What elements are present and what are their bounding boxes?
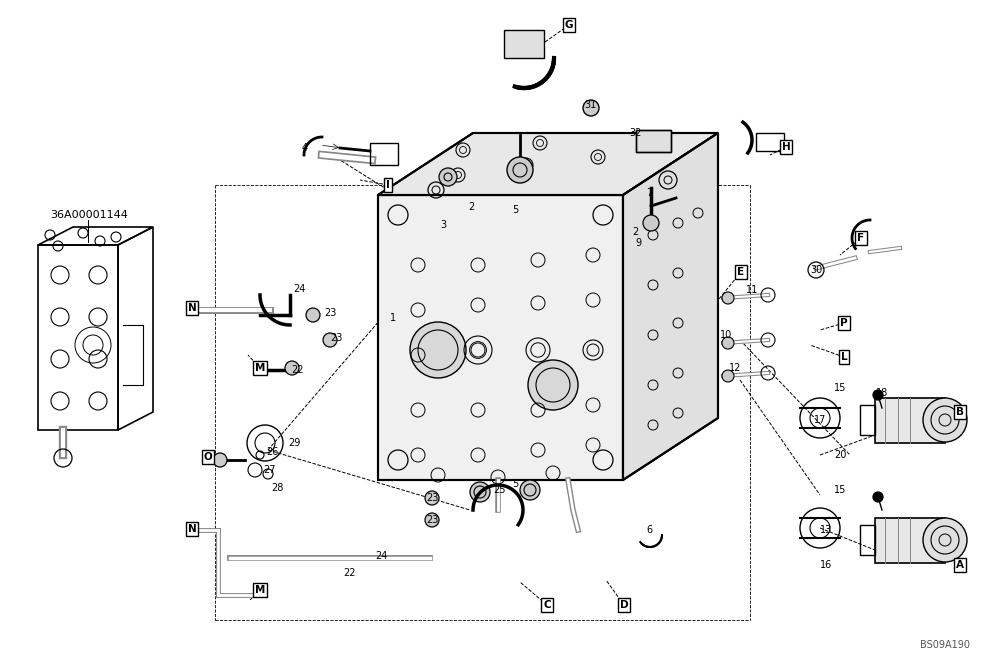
Text: 15: 15 — [834, 383, 846, 393]
Text: 5: 5 — [512, 205, 518, 215]
Text: 23: 23 — [324, 308, 336, 318]
Circle shape — [722, 337, 734, 349]
Circle shape — [923, 518, 967, 562]
Text: 16: 16 — [820, 560, 832, 570]
Bar — [756, 133, 784, 151]
Polygon shape — [623, 133, 718, 480]
Text: 23: 23 — [330, 333, 342, 343]
Text: 24: 24 — [375, 551, 387, 561]
Text: 2: 2 — [468, 202, 474, 212]
Text: E: E — [737, 267, 745, 277]
Text: M: M — [255, 363, 265, 373]
Bar — [370, 143, 398, 165]
Text: 23: 23 — [426, 515, 438, 525]
Text: 30: 30 — [810, 265, 822, 275]
Circle shape — [425, 491, 439, 505]
Text: P: P — [840, 318, 848, 328]
Circle shape — [722, 370, 734, 382]
Text: O: O — [204, 452, 212, 462]
Text: N: N — [188, 303, 196, 313]
Circle shape — [213, 453, 227, 467]
Text: M: M — [255, 585, 265, 595]
Text: 31: 31 — [584, 100, 596, 110]
Text: 13: 13 — [820, 525, 832, 535]
Text: C: C — [543, 600, 551, 610]
Text: N: N — [188, 524, 196, 534]
Text: I: I — [386, 180, 390, 190]
Circle shape — [410, 322, 466, 378]
Text: 6: 6 — [646, 525, 652, 535]
Circle shape — [643, 215, 659, 231]
Text: 10: 10 — [720, 330, 732, 340]
Text: 7: 7 — [646, 188, 652, 198]
Text: 22: 22 — [292, 365, 304, 375]
Bar — [875, 518, 945, 563]
Text: 9: 9 — [635, 238, 641, 248]
Text: 27: 27 — [264, 465, 276, 475]
Circle shape — [722, 292, 734, 304]
Circle shape — [285, 361, 299, 375]
Bar — [504, 30, 544, 58]
Text: 1: 1 — [390, 313, 396, 323]
Text: 28: 28 — [271, 483, 283, 493]
Text: 11: 11 — [746, 285, 758, 295]
Text: 18: 18 — [876, 388, 888, 398]
Bar — [860, 405, 875, 435]
Circle shape — [583, 100, 599, 116]
Text: 17: 17 — [814, 415, 826, 425]
Text: 24: 24 — [293, 284, 305, 294]
Text: L: L — [841, 352, 847, 362]
Text: A: A — [956, 560, 964, 570]
Text: 26: 26 — [266, 447, 278, 457]
Circle shape — [873, 492, 883, 502]
Text: 12: 12 — [729, 363, 741, 373]
Polygon shape — [378, 133, 718, 195]
Text: B: B — [956, 407, 964, 417]
Bar — [875, 398, 945, 443]
Circle shape — [306, 308, 320, 322]
Circle shape — [507, 157, 533, 183]
Text: BS09A190: BS09A190 — [920, 640, 970, 650]
Text: 36A00001144: 36A00001144 — [50, 210, 128, 220]
Text: G: G — [565, 20, 573, 30]
Text: 29: 29 — [288, 438, 300, 448]
Circle shape — [520, 480, 540, 500]
Text: 22: 22 — [344, 568, 356, 578]
Text: 25: 25 — [493, 485, 505, 495]
Text: H: H — [782, 142, 790, 152]
Text: 15: 15 — [834, 485, 846, 495]
Circle shape — [873, 390, 883, 400]
Circle shape — [425, 513, 439, 527]
Circle shape — [323, 333, 337, 347]
Text: 23: 23 — [426, 493, 438, 503]
Text: 5: 5 — [512, 479, 518, 489]
Bar — [860, 525, 875, 555]
Circle shape — [470, 482, 490, 502]
Text: 20: 20 — [834, 450, 846, 460]
Bar — [636, 130, 671, 152]
Text: 2: 2 — [632, 227, 638, 237]
Text: 3: 3 — [440, 220, 446, 230]
Bar — [636, 130, 671, 152]
Circle shape — [923, 398, 967, 442]
Circle shape — [528, 360, 578, 410]
Text: F: F — [857, 233, 865, 243]
Text: 4: 4 — [302, 143, 308, 153]
Text: D: D — [620, 600, 628, 610]
Text: 32: 32 — [630, 128, 642, 138]
Polygon shape — [378, 195, 623, 480]
Circle shape — [439, 168, 457, 186]
